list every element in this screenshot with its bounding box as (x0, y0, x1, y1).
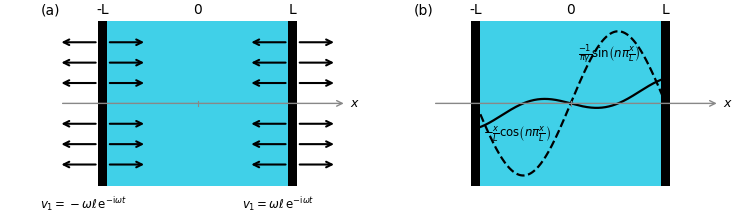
Text: $v_1 = -\omega\ell\, \mathrm{e}^{-\mathrm{i}\omega t}$: $v_1 = -\omega\ell\, \mathrm{e}^{-\mathr… (40, 195, 128, 211)
Text: $x$: $x$ (351, 97, 360, 110)
Text: $v_1 = \omega\ell\, \mathrm{e}^{-\mathrm{i}\omega t}$: $v_1 = \omega\ell\, \mathrm{e}^{-\mathrm… (242, 195, 315, 211)
Bar (662, 21, 670, 186)
Text: -L: -L (469, 3, 482, 17)
Text: $-\frac{x}{L}\cos\!\left(n\pi\frac{x}{L}\right)$: $-\frac{x}{L}\cos\!\left(n\pi\frac{x}{L}… (483, 124, 551, 143)
Bar (471, 21, 480, 186)
Bar (98, 21, 107, 186)
Text: $\frac{-1}{\pi\gamma}\sin\!\left(n\pi\frac{x}{L}\right)$: $\frac{-1}{\pi\gamma}\sin\!\left(n\pi\fr… (578, 44, 641, 66)
Bar (289, 21, 297, 186)
Text: 0: 0 (566, 3, 575, 17)
Text: 0: 0 (193, 3, 202, 17)
Text: (b): (b) (414, 3, 433, 17)
Text: L: L (289, 3, 296, 17)
Text: (a): (a) (41, 3, 60, 17)
Text: $x$: $x$ (724, 97, 733, 110)
Bar (103, 21, 292, 186)
Text: -L: -L (96, 3, 109, 17)
Bar (476, 21, 665, 186)
Text: L: L (662, 3, 669, 17)
